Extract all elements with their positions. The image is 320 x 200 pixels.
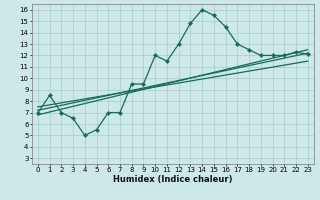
X-axis label: Humidex (Indice chaleur): Humidex (Indice chaleur)	[113, 175, 233, 184]
